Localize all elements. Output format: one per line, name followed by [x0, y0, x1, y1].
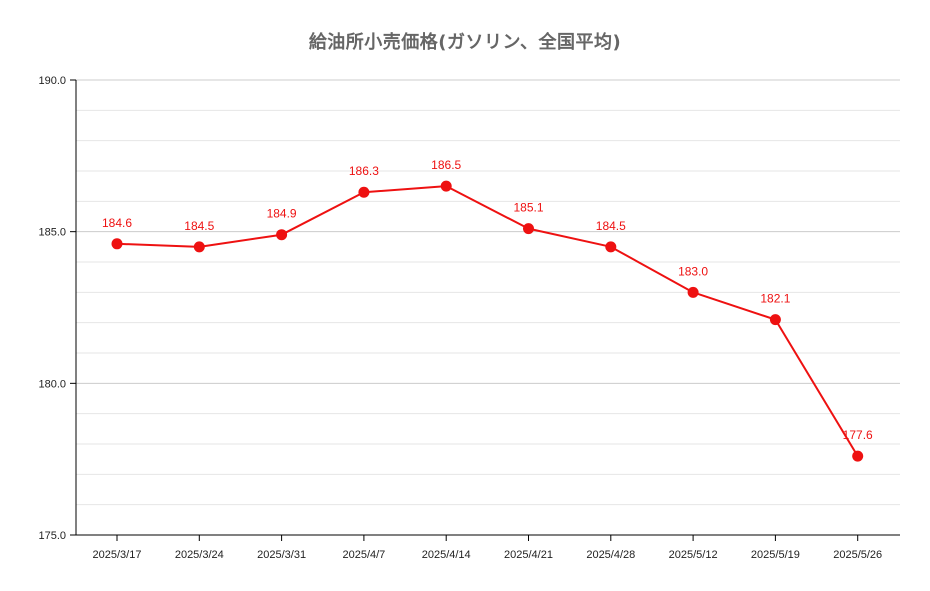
x-tick-label: 2025/4/28 [586, 549, 635, 561]
x-tick-label: 2025/4/21 [504, 549, 553, 561]
data-point [687, 286, 699, 298]
x-tick-label: 2025/5/26 [833, 549, 882, 561]
data-label: 182.1 [760, 292, 790, 306]
data-point [440, 180, 452, 192]
grid-lines [76, 79, 900, 506]
series-line-group [111, 180, 864, 462]
x-tick-label: 2025/5/12 [669, 549, 718, 561]
data-point [769, 314, 781, 326]
x-tick-label: 2025/4/14 [422, 549, 471, 561]
data-label: 183.0 [678, 264, 708, 278]
y-tick-label: 190.0 [38, 75, 66, 87]
x-tick-label: 2025/5/19 [751, 549, 800, 561]
chart-title: 給油所小売価格(ガソリン、全国平均) [308, 32, 622, 53]
data-labels: 184.6 184.5 184.9 186.3 186.5 185.1 184.5 183.0… [102, 158, 873, 442]
data-point [111, 238, 123, 250]
data-label: 184.5 [596, 219, 626, 233]
data-label: 186.5 [431, 158, 461, 172]
data-label: 184.9 [267, 207, 297, 221]
data-point [358, 186, 370, 198]
series-line [116, 185, 859, 457]
data-label: 184.5 [184, 219, 214, 233]
data-point [276, 229, 288, 241]
data-label: 177.6 [843, 428, 873, 442]
data-label: 184.6 [102, 216, 132, 230]
y-tick-label: 175.0 [38, 530, 66, 542]
x-tick-label: 2025/3/24 [175, 549, 224, 561]
y-tick-label: 185.0 [38, 227, 66, 239]
axes: 175.0 180.0 185.0 190.0 2025/3/17 2025/3/24 20… [38, 75, 900, 561]
x-tick-label: 2025/3/17 [93, 549, 142, 561]
data-point [605, 241, 617, 253]
data-label: 186.3 [349, 164, 379, 178]
data-label: 185.1 [513, 201, 543, 215]
data-point [193, 241, 205, 253]
x-tick-label: 2025/4/7 [342, 549, 385, 561]
data-point [852, 450, 864, 462]
data-point [523, 223, 534, 235]
x-tick-label: 2025/3/31 [257, 549, 306, 561]
y-tick-label: 180.0 [38, 378, 66, 390]
